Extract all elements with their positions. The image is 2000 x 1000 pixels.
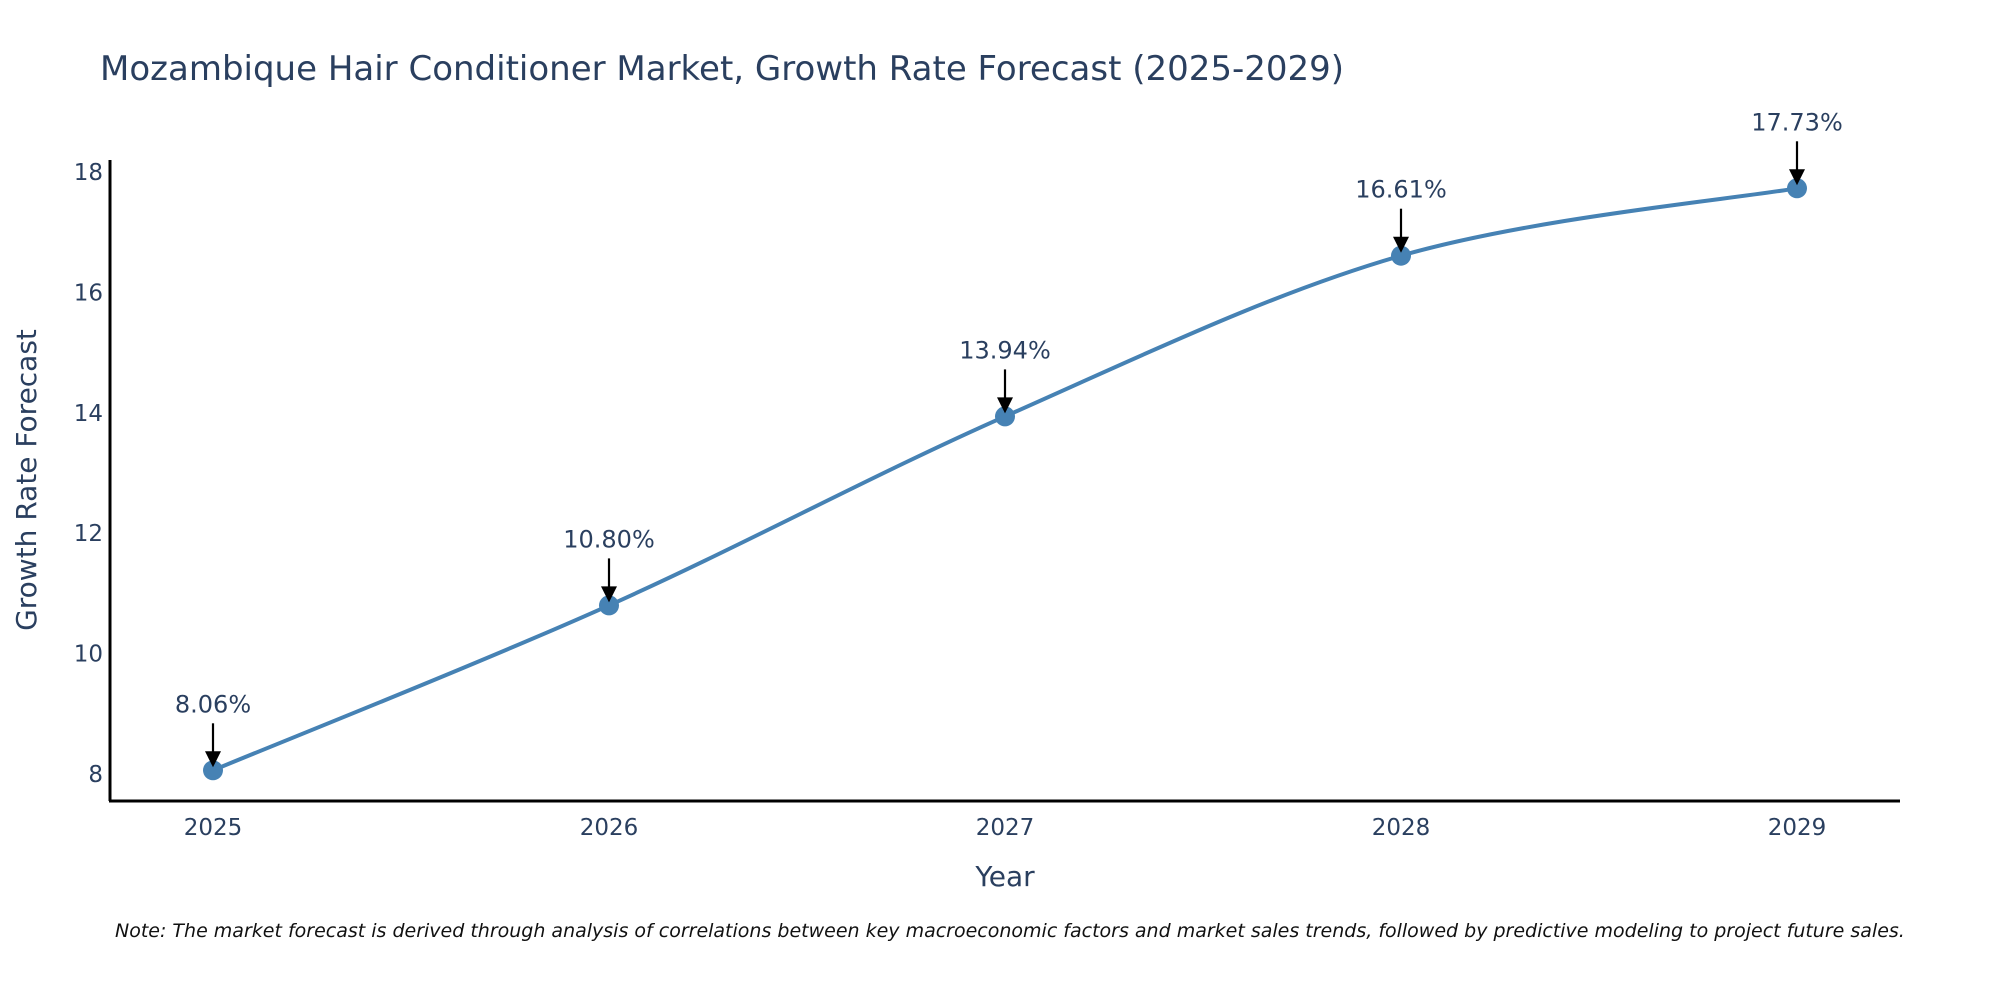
data-point (1391, 245, 1411, 266)
y-tick-label: 8 (88, 762, 103, 788)
x-axis-title: Year (974, 860, 1035, 893)
y-tick-label: 14 (74, 401, 103, 427)
y-tick-label: 18 (74, 160, 103, 186)
y-axis: 8 10 12 14 16 18 (74, 160, 112, 801)
data-point (599, 595, 619, 616)
data-label: 16.61% (1355, 176, 1447, 204)
data-point (995, 406, 1015, 427)
data-label-annotations: 8.06% 10.80% 13.94% 16.61% 17.73% (175, 108, 1843, 768)
x-tick-label: 2026 (580, 815, 639, 841)
data-label: 8.06% (175, 690, 251, 718)
annotation-arrow-head (997, 397, 1013, 414)
annotation-arrow-head (1393, 236, 1409, 253)
x-tick-label: 2029 (1768, 815, 1827, 841)
x-tick-label: 2027 (976, 815, 1035, 841)
y-axis-title: Growth Rate Forecast (10, 329, 43, 631)
x-tick-labels: 2025 2026 2027 2028 2029 (184, 815, 1827, 841)
y-tick-label: 10 (74, 642, 103, 668)
series-line (211, 186, 1799, 773)
y-tick-labels: 8 10 12 14 16 18 (74, 160, 103, 788)
x-tick-label: 2028 (1372, 815, 1431, 841)
data-label: 10.80% (563, 525, 655, 553)
annotation-arrow-head (601, 586, 617, 603)
data-point (203, 760, 223, 781)
y-tick-label: 12 (74, 521, 103, 547)
y-tick-label: 16 (74, 280, 103, 306)
annotation-arrow-head (205, 751, 221, 768)
x-axis: 2025 2026 2027 2028 2029 (109, 799, 1900, 841)
data-label: 17.73% (1751, 108, 1843, 136)
annotation-arrow-head (1789, 169, 1805, 186)
data-point (1787, 178, 1807, 199)
data-points (203, 178, 1807, 781)
chart-title: Mozambique Hair Conditioner Market, Grow… (100, 49, 1344, 89)
x-tick-label: 2025 (184, 815, 243, 841)
data-label: 13.94% (959, 336, 1051, 364)
footnote-note: Note: The market forecast is derived thr… (115, 920, 1905, 942)
